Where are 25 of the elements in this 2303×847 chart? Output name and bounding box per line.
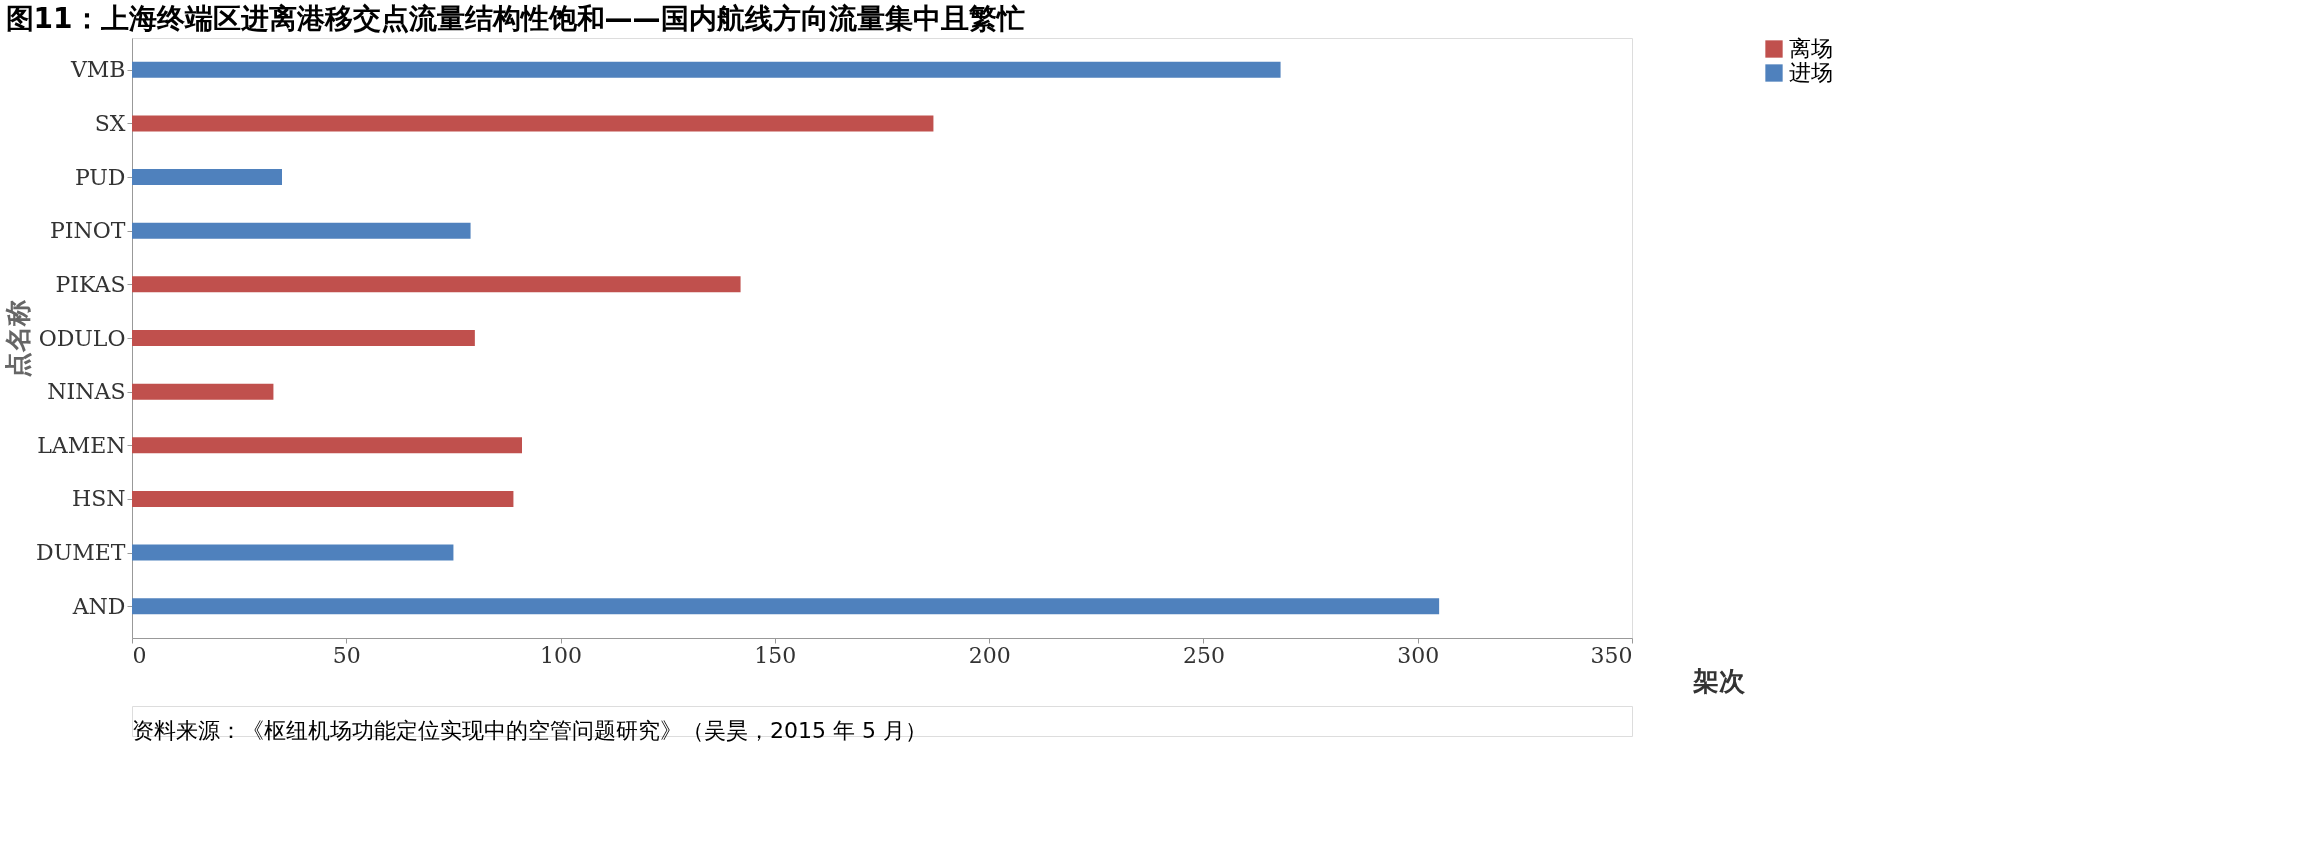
x-tick-label: 0 <box>132 642 147 668</box>
y-tick-label: ODULO <box>38 325 126 351</box>
y-tick-label: AND <box>71 593 126 619</box>
y-axis-title: 点名称 <box>3 299 34 378</box>
y-tick-label: PINOT <box>50 218 126 244</box>
y-tick-label: HSN <box>71 486 126 512</box>
y-tick-label: NINAS <box>47 379 126 405</box>
y-tick-label: SX <box>94 110 126 136</box>
x-tick-label: 100 <box>540 642 583 668</box>
x-tick-label: 200 <box>968 642 1011 668</box>
legend-label: 进场 <box>1789 60 1833 85</box>
x-axis-title: 架次 <box>1691 665 1746 696</box>
y-tick-label: DUMET <box>36 540 126 566</box>
y-tick-label: PUD <box>74 164 126 190</box>
text: 资料来源：《枢纽机场功能定位实现中的空管问题研究》（吴昊，2015 年 5 月） <box>132 718 927 743</box>
y-tick-label: PIKAS <box>55 271 126 297</box>
chart-title: 图11：上海终端区进离港移交点流量结构性饱和——国内航线方向流量集中且繁忙 <box>5 2 1025 35</box>
legend-label: 离场 <box>1789 36 1833 61</box>
x-tick-label: 350 <box>1590 642 1633 668</box>
x-tick-label: 250 <box>1182 642 1225 668</box>
y-tick-label: VMB <box>69 57 126 83</box>
y-tick-label: LAMEN <box>37 432 126 458</box>
x-tick-label: 150 <box>754 642 797 668</box>
x-tick-label: 50 <box>332 642 361 668</box>
x-tick-label: 300 <box>1397 642 1440 668</box>
